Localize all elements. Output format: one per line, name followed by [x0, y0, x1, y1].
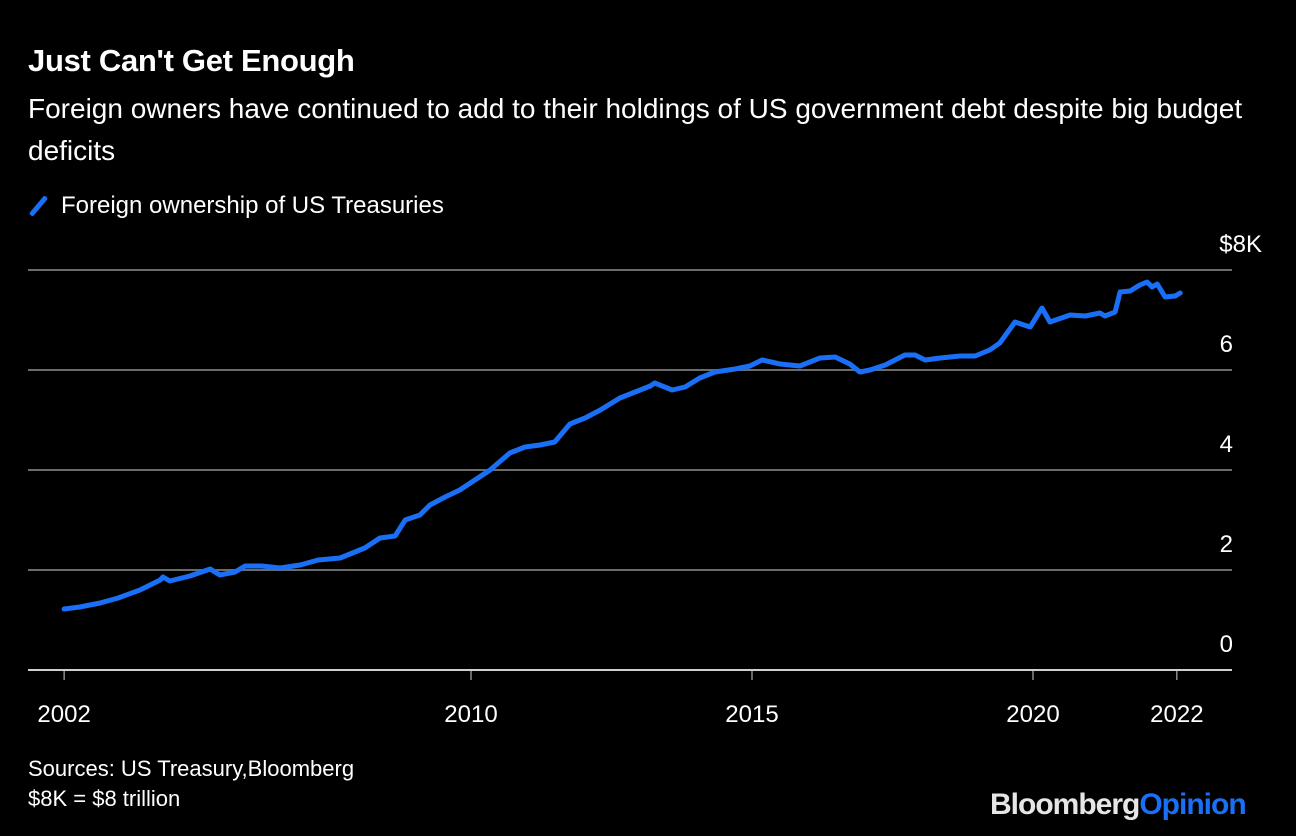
units-note: $8K = $8 trillion: [28, 786, 181, 811]
chart-subtitle: Foreign owners have continued to add to …: [28, 93, 1243, 166]
footer: Sources: US Treasury,Bloomberg $8K = $8 …: [28, 754, 354, 814]
x-tick-label: 2015: [725, 701, 778, 728]
y-tick-label: 6: [1220, 331, 1233, 358]
y-tick-label: 2: [1220, 531, 1233, 558]
y-tick-label: $8K: [1219, 231, 1262, 258]
legend-label: Foreign ownership of US Treasuries: [61, 192, 444, 219]
bloomberg-opinion-logo: BloombergOpinion: [990, 788, 1247, 821]
series-line-foreign-ownership: [61, 279, 1183, 612]
x-tick-label: 2020: [1006, 701, 1059, 728]
chart-title: Just Can't Get Enough: [28, 43, 355, 78]
sources-note: Sources: US Treasury,Bloomberg: [28, 756, 355, 781]
y-tick-label: 4: [1220, 431, 1233, 458]
x-tick-label: 2010: [444, 701, 497, 728]
x-tick-label: 2022: [1150, 701, 1203, 728]
x-tick-label: 2002: [37, 701, 90, 728]
legend: Foreign ownership of US Treasuries: [28, 192, 444, 220]
y-tick-label: 0: [1220, 631, 1233, 658]
